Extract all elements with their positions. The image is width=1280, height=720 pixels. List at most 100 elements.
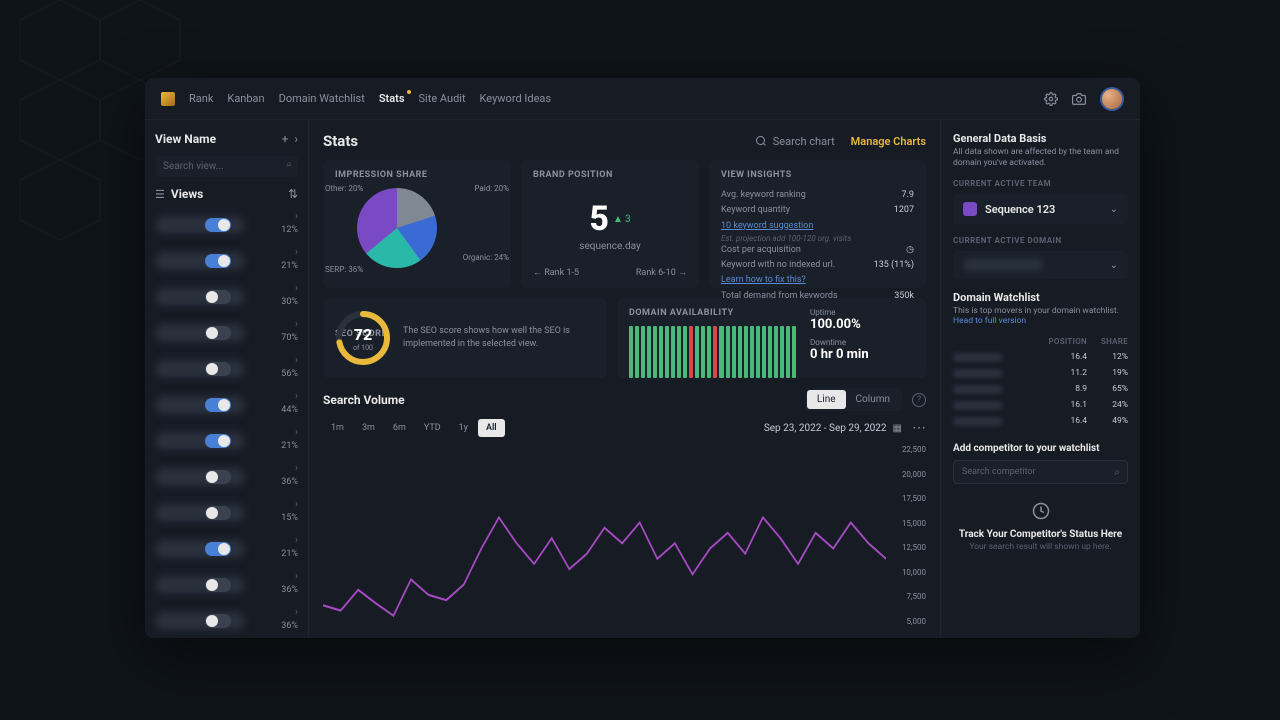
team-select[interactable]: Sequence 123 ⌄ [953, 194, 1128, 224]
toggle[interactable] [205, 398, 231, 412]
view-item[interactable]: ›36% [155, 569, 298, 601]
help-icon[interactable]: ? [912, 393, 926, 407]
toggle[interactable] [205, 362, 231, 376]
view-name-label: View Name [155, 132, 276, 146]
range-all-button[interactable]: All [478, 419, 505, 437]
toggle[interactable] [205, 578, 231, 592]
nav-item-stats[interactable]: Stats [379, 92, 405, 105]
toggle[interactable] [205, 254, 231, 268]
card-title: BRAND POSITION [533, 170, 687, 180]
table-row[interactable]: 16.449% [953, 413, 1128, 429]
nav-item-domain-watchlist[interactable]: Domain Watchlist [279, 92, 365, 105]
nav-item-keyword-ideas[interactable]: Keyword Ideas [480, 92, 552, 105]
toggle[interactable] [205, 290, 231, 304]
view-item[interactable]: ›36% [155, 461, 298, 493]
table-row[interactable]: 16.124% [953, 397, 1128, 413]
avail-bar [774, 326, 778, 378]
insight-value: 135 (11%) [874, 258, 914, 273]
avail-bar [659, 326, 663, 378]
range-1m-button[interactable]: 1m [323, 419, 352, 437]
fix-link[interactable]: Learn how to fix this? [721, 273, 806, 288]
chevron-right-icon: › [295, 247, 298, 258]
camera-icon[interactable] [1072, 92, 1086, 106]
insight-label: Avg. keyword ranking [721, 188, 806, 203]
y-label: 15,000 [902, 519, 926, 528]
toggle[interactable] [205, 434, 231, 448]
toggle[interactable] [205, 326, 231, 340]
brand-domain: sequence.day [579, 241, 640, 252]
avail-bar [750, 326, 754, 378]
avail-bar [756, 326, 760, 378]
search-volume-section: Search Volume Line Column ? 1m3m6mYTD1yA… [323, 388, 926, 626]
y-label: 22,500 [902, 445, 926, 454]
blurred-domain [963, 259, 1043, 271]
range-6m-button[interactable]: 6m [385, 419, 414, 437]
view-item[interactable]: ›36% [155, 605, 298, 637]
view-item[interactable]: ›70% [155, 317, 298, 349]
right-panel: General Data Basis All data shown are af… [940, 120, 1140, 638]
toggle[interactable] [205, 614, 231, 628]
range-ytd-button[interactable]: YTD [416, 419, 449, 437]
view-pct: 36% [281, 621, 298, 631]
pie-label-paid: Paid: 20% [474, 184, 509, 193]
table-row[interactable]: 16.412% [953, 349, 1128, 365]
table-row[interactable]: 8.965% [953, 381, 1128, 397]
avail-bar [768, 326, 772, 378]
domain-select[interactable]: ⌄ [953, 251, 1128, 279]
settings-icon[interactable] [1044, 92, 1058, 106]
y-label: 7,500 [902, 592, 926, 601]
full-version-link[interactable]: Head to full version [953, 316, 1026, 326]
avail-bar [641, 326, 645, 378]
rank-prev-button[interactable]: ← Rank 1-5 [533, 267, 579, 278]
empty-title: Track Your Competitor's Status Here [953, 529, 1128, 540]
sort-icon[interactable]: ⇅ [288, 187, 298, 201]
card-title: IMPRESSION SHARE [335, 170, 499, 180]
more-icon[interactable]: ⋯ [912, 420, 926, 436]
table-row[interactable]: 11.219% [953, 365, 1128, 381]
avail-bar [701, 326, 705, 378]
add-view-icon[interactable]: + [282, 132, 289, 146]
toggle[interactable] [205, 218, 231, 232]
view-item[interactable]: ›15% [155, 497, 298, 529]
view-item[interactable]: ›12% [155, 209, 298, 241]
chevron-right-icon: › [295, 319, 298, 330]
brand-position-card: BRAND POSITION 5 ▲ 3 sequence.day ← Rank… [521, 160, 699, 288]
view-item[interactable]: ›21% [155, 425, 298, 457]
avail-bar [689, 326, 693, 378]
range-1y-button[interactable]: 1y [451, 419, 476, 437]
watchlist-subtitle: This is top movers in your domain watchl… [953, 306, 1128, 326]
insight-value: 1207 [894, 203, 914, 218]
toggle[interactable] [205, 542, 231, 556]
column-toggle-button[interactable]: Column [846, 390, 900, 409]
nav-item-rank[interactable]: Rank [189, 92, 213, 105]
nav-item-site-audit[interactable]: Site Audit [419, 92, 466, 105]
view-item[interactable]: ›56% [155, 353, 298, 385]
expand-view-icon[interactable]: › [294, 132, 298, 146]
impression-share-card: IMPRESSION SHARE Other: 20% Paid: 20% SE… [323, 160, 511, 288]
seo-score-card: SEO SCORE 72 of 100 The SEO score shows … [323, 298, 607, 378]
range-3m-button[interactable]: 3m [354, 419, 383, 437]
avail-bar [713, 326, 717, 378]
competitor-search-input[interactable] [953, 460, 1128, 484]
avatar[interactable] [1100, 87, 1124, 111]
availability-bars [629, 326, 796, 378]
view-item[interactable]: ›21% [155, 533, 298, 565]
search-chart-button[interactable]: Search chart [755, 135, 835, 148]
view-pct: 56% [281, 369, 298, 379]
date-range-picker[interactable]: Sep 23, 2022 - Sep 29, 2022 ▦ [764, 423, 902, 434]
line-toggle-button[interactable]: Line [807, 390, 846, 409]
keyword-suggestion-link[interactable]: 10 keyword suggestion [721, 219, 813, 234]
chart-type-toggle: Line Column [805, 388, 902, 411]
nav-item-kanban[interactable]: Kanban [227, 92, 264, 105]
toggle[interactable] [205, 470, 231, 484]
toggle[interactable] [205, 506, 231, 520]
avail-bar [647, 326, 651, 378]
rank-next-button[interactable]: Rank 6-10 → [636, 267, 687, 278]
view-item[interactable]: ›30% [155, 281, 298, 313]
view-item[interactable]: ›21% [155, 245, 298, 277]
logo[interactable] [161, 92, 175, 106]
search-view-input[interactable] [155, 156, 298, 177]
seo-score-of: of 100 [353, 344, 373, 352]
manage-charts-button[interactable]: Manage Charts [851, 135, 926, 148]
view-item[interactable]: ›44% [155, 389, 298, 421]
